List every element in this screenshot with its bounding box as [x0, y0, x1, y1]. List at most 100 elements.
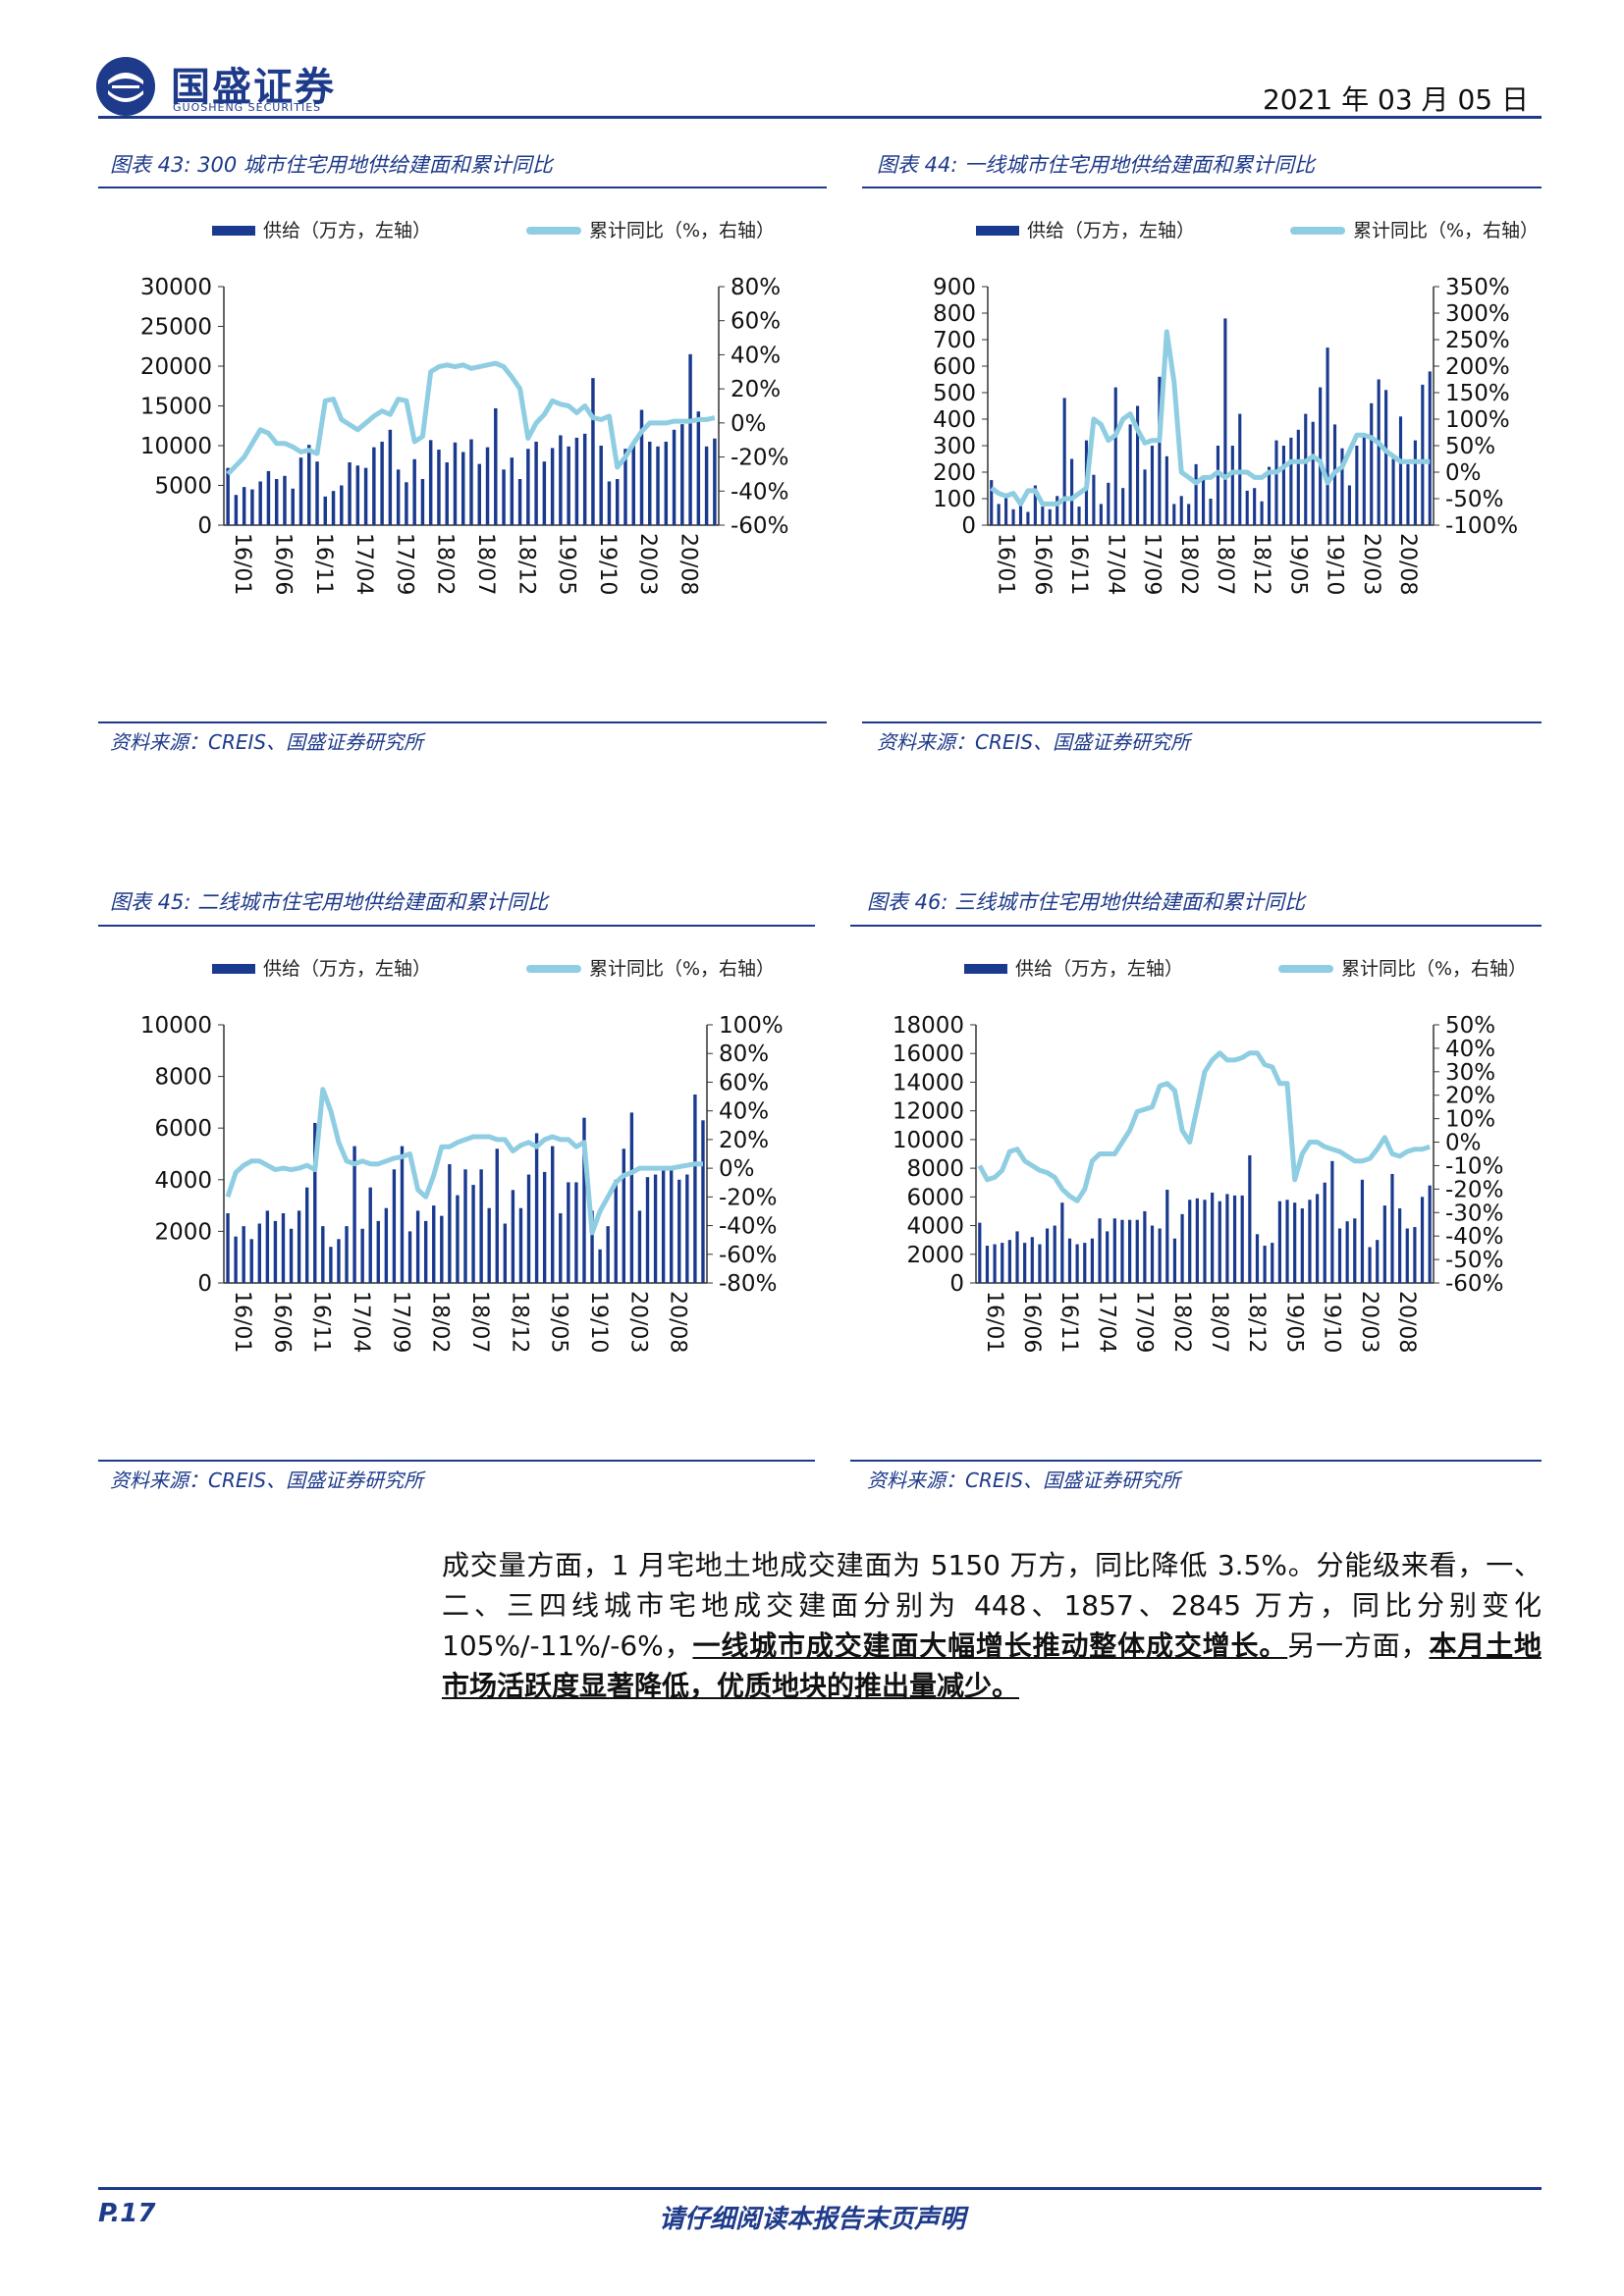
bar	[448, 1164, 452, 1283]
chart-fig46: 供给（万方，左轴） 累计同比（%，右轴） 18000 16000 14000 12000 1…	[850, 934, 1542, 1455]
brand-name: 国盛证券	[171, 65, 336, 110]
bar	[645, 1177, 650, 1283]
x-tick-label: 20/03	[1357, 1291, 1381, 1353]
legend-label-line: 累计同比（%，右轴）	[589, 220, 775, 241]
x-tick-label: 19/05	[547, 1291, 571, 1353]
bar	[315, 461, 319, 525]
x-tick-label: 17/09	[388, 1291, 412, 1353]
bar	[1098, 1218, 1102, 1283]
x-tick-label: 20/08	[666, 1291, 690, 1353]
y-tick-label-right: 60%	[719, 1070, 769, 1095]
y-tick-label-right: 300%	[1445, 301, 1510, 327]
bar	[688, 353, 692, 525]
y-tick-label-left: 14000	[893, 1070, 964, 1095]
bar	[590, 1210, 594, 1283]
x-tick-label: 16/01	[230, 533, 254, 595]
y-tick-label-right: 40%	[1445, 1037, 1495, 1062]
source-rule	[98, 721, 827, 723]
bar	[1077, 507, 1081, 525]
bar	[518, 1207, 523, 1283]
header-divider	[98, 116, 1542, 119]
y-tick-label-left: 0	[949, 1271, 964, 1297]
y-tick-label-right: 0%	[1445, 460, 1482, 486]
bar	[614, 1179, 618, 1283]
y-tick-label-right: -20%	[1445, 1177, 1503, 1202]
bar	[1099, 504, 1103, 525]
body-text-emphasis: 本月土地市场活跃度显著降低，优质地块的推出量减少。	[442, 1629, 1542, 1702]
y-tick-label-right: -100%	[1445, 513, 1518, 539]
legend-swatch-line	[1278, 965, 1333, 973]
y-tick-label-right: 20%	[1445, 1084, 1495, 1109]
x-tick-label: 17/09	[392, 533, 416, 595]
bar	[415, 1210, 420, 1283]
bar	[463, 1169, 467, 1283]
y-tick-label-left: 10000	[140, 434, 212, 459]
x-tick-label: 18/12	[507, 1291, 531, 1353]
bar	[582, 1117, 586, 1283]
y-tick-label-left: 25000	[140, 315, 212, 341]
bar	[1390, 1173, 1394, 1283]
bar	[445, 462, 449, 525]
y-tick-label-left: 500	[933, 381, 976, 406]
bar	[1179, 496, 1183, 525]
y-tick-label-right: -60%	[719, 1243, 777, 1268]
bar	[629, 1112, 634, 1283]
bar	[1370, 402, 1374, 525]
bar	[1030, 1237, 1034, 1283]
x-tick-label: 16/06	[270, 533, 295, 595]
bar	[384, 1207, 389, 1283]
bar	[1158, 1228, 1162, 1283]
x-tick-label: 17/04	[1103, 533, 1127, 595]
bar	[1360, 1179, 1365, 1283]
brand-name-en: GUOSHENG SECURITIES	[173, 101, 322, 114]
y-tick-label-left: 900	[933, 275, 976, 300]
y-tick-label-left: 18000	[893, 1013, 964, 1039]
y-tick-label-right: 20%	[731, 377, 781, 402]
bar	[1136, 405, 1140, 525]
bar	[307, 445, 311, 525]
bar	[331, 491, 336, 525]
bar	[1128, 424, 1132, 525]
bar	[1240, 1195, 1244, 1283]
legend-label-line: 累计同比（%，右轴）	[589, 958, 775, 980]
figure-title-rule	[98, 925, 815, 927]
series-line	[226, 360, 716, 476]
y-tick-label-right: 350%	[1445, 275, 1510, 300]
bar	[1023, 1243, 1027, 1283]
source-rule	[98, 1460, 815, 1462]
bar	[297, 1210, 301, 1283]
bar	[1135, 1219, 1139, 1283]
bar	[1289, 437, 1293, 525]
bar	[461, 452, 465, 525]
bar	[1045, 1228, 1050, 1283]
bar	[1053, 1225, 1056, 1283]
bar	[226, 1212, 230, 1283]
y-tick-label-right: -40%	[1445, 1224, 1503, 1250]
bar	[1382, 1205, 1386, 1283]
x-tick-label: 19/10	[1323, 533, 1347, 595]
bar	[1230, 446, 1234, 525]
bar	[313, 1122, 317, 1283]
bar	[1311, 421, 1315, 525]
y-tick-label-left: 8000	[906, 1156, 964, 1182]
bar	[1391, 458, 1395, 525]
y-tick-label-left: 0	[197, 513, 212, 539]
bar	[477, 463, 481, 525]
bar	[469, 439, 473, 525]
x-tick-label: 18/07	[473, 533, 498, 595]
bar	[494, 407, 498, 525]
bar	[1413, 440, 1417, 525]
bar	[1281, 446, 1285, 525]
y-tick-label-right: 80%	[731, 275, 781, 300]
bar	[559, 1212, 563, 1283]
page-number: P.17	[98, 2199, 156, 2228]
bar	[1150, 1225, 1155, 1283]
bar	[1038, 1244, 1042, 1283]
body-paragraph: 成交量方面，1 月宅地土地成交建面为 5150 万方，同比降低 3.5%。分能级…	[442, 1545, 1542, 1706]
bar	[352, 1146, 356, 1283]
bar	[661, 1169, 666, 1283]
bar	[1398, 416, 1403, 525]
bar	[1413, 1227, 1417, 1283]
y-tick-label-left: 8000	[154, 1065, 212, 1091]
bar	[249, 1239, 253, 1283]
